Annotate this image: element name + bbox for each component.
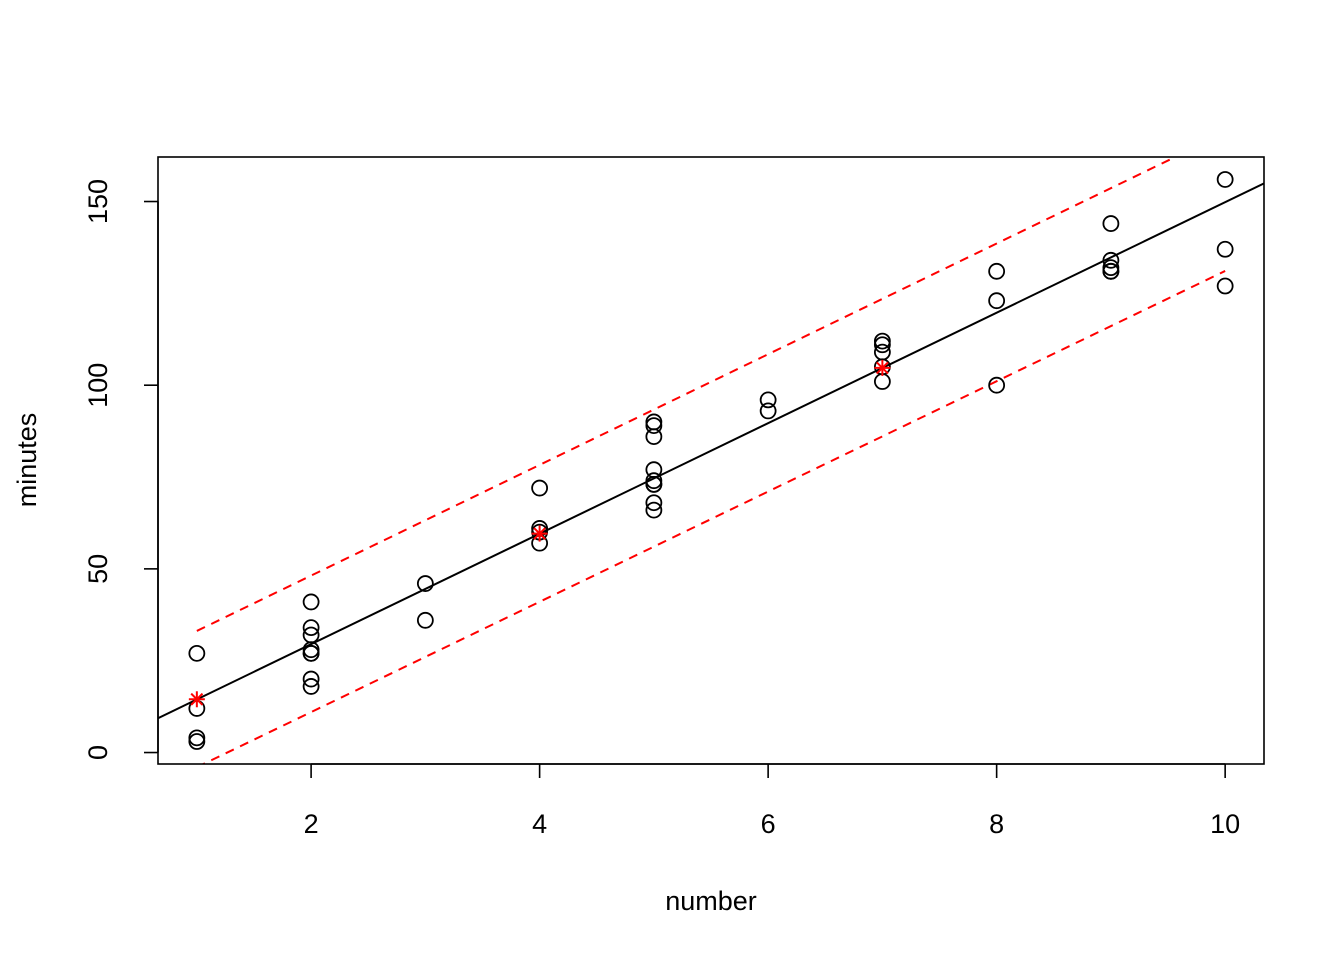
y-tick-label: 150 <box>83 179 113 224</box>
data-point <box>645 501 663 519</box>
data-point <box>1102 251 1120 269</box>
predicted-point <box>188 691 205 708</box>
data-point <box>302 644 320 662</box>
interval-lower-line <box>201 270 1226 764</box>
y-tick-label: 0 <box>83 745 113 760</box>
x-axis: 2 4 6 8 10 <box>304 763 1240 839</box>
y-axis-title: minutes <box>12 413 42 508</box>
data-point <box>302 593 320 611</box>
data-point <box>188 644 206 662</box>
x-tick-label: 4 <box>532 809 547 839</box>
data-point <box>645 428 663 446</box>
data-point <box>873 336 891 354</box>
data-point <box>988 292 1006 310</box>
data-point <box>188 729 206 747</box>
data-point <box>1216 277 1234 295</box>
data-point <box>188 733 206 750</box>
interval-upper-line <box>196 157 1178 632</box>
data-point <box>302 678 320 695</box>
predicted-point-stroke <box>876 361 889 375</box>
y-tick-label: 50 <box>83 554 113 584</box>
fit-line <box>158 182 1264 720</box>
data-point <box>531 479 549 497</box>
data-point <box>1102 262 1120 280</box>
x-tick-label: 2 <box>304 809 319 839</box>
predicted-point <box>874 359 891 376</box>
y-axis: 0 50 100 150 <box>83 179 159 760</box>
predicted-point-stroke <box>190 692 204 706</box>
predicted-point-stroke <box>533 527 546 540</box>
data-point <box>645 413 663 431</box>
data-point <box>645 494 663 512</box>
data-point <box>988 376 1006 394</box>
data-point <box>302 619 320 637</box>
data-point <box>302 670 320 688</box>
data-point <box>759 402 777 420</box>
data-point <box>1216 240 1234 258</box>
x-tick-label: 6 <box>761 809 776 839</box>
data-point <box>759 391 777 409</box>
data-point <box>988 262 1006 280</box>
data-point <box>645 417 663 435</box>
x-tick-label: 10 <box>1210 809 1240 839</box>
data-point <box>645 475 663 493</box>
plot-frame <box>157 156 1265 765</box>
data-point <box>416 611 434 629</box>
y-tick-label: 100 <box>83 363 113 408</box>
x-tick-label: 8 <box>989 809 1004 839</box>
predicted-point <box>531 525 548 542</box>
x-axis-title: number <box>665 886 757 916</box>
data-point <box>416 575 434 592</box>
data-point <box>1216 171 1234 188</box>
data-point <box>873 373 891 390</box>
data-point <box>1102 215 1120 232</box>
plot-area <box>158 157 1264 764</box>
